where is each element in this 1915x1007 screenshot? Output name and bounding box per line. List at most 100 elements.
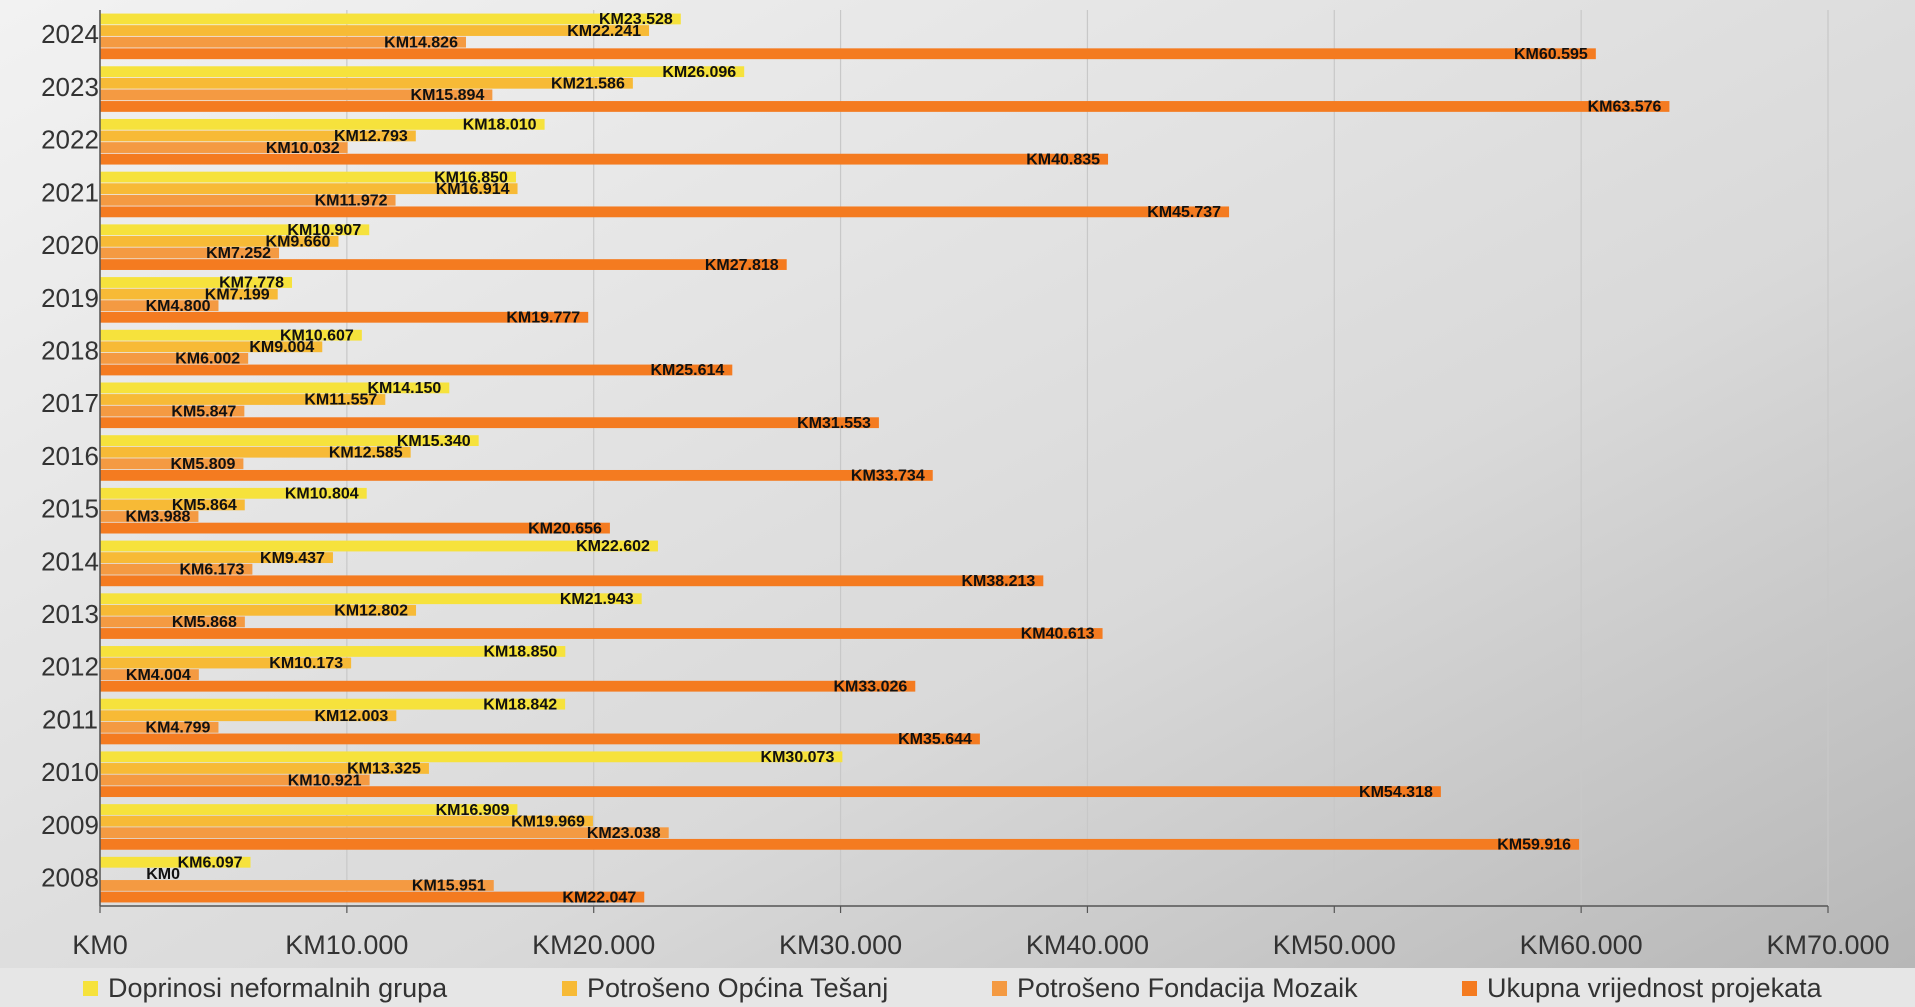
data-label: KM5.847	[171, 403, 236, 420]
data-label: KM18.010	[463, 117, 537, 134]
y-tick-label: 2020	[41, 230, 99, 260]
legend-background	[0, 968, 1915, 1007]
data-label: KM21.586	[551, 75, 625, 92]
data-label: KM7.252	[206, 245, 271, 262]
y-tick-label: 2012	[41, 652, 99, 682]
y-tick-label: 2008	[41, 863, 99, 893]
data-label: KM14.150	[367, 380, 441, 397]
bar	[100, 763, 429, 774]
bar	[100, 89, 493, 101]
y-tick-label: 2013	[41, 599, 99, 629]
bar	[100, 277, 293, 288]
y-tick-label: 2011	[42, 704, 98, 734]
bar	[100, 194, 396, 206]
bar	[100, 628, 1103, 639]
bar	[100, 66, 745, 78]
bar	[100, 101, 1670, 112]
bar	[100, 300, 219, 312]
bar	[100, 774, 370, 786]
bar	[100, 657, 352, 669]
data-label: KM16.850	[434, 169, 508, 186]
data-label: KM23.528	[599, 11, 673, 28]
data-label: KM3.988	[126, 509, 191, 526]
y-tick-label: 2022	[41, 125, 99, 155]
legend-swatch	[1462, 981, 1477, 996]
legend-label: Ukupna vrijednost projekata	[1487, 973, 1823, 1003]
y-tick-label: 2009	[41, 810, 99, 840]
bar	[100, 751, 843, 763]
data-label: KM10.921	[288, 772, 362, 789]
data-label: KM18.850	[483, 644, 557, 661]
bar	[100, 142, 348, 153]
x-tick-label: KM30.000	[779, 930, 902, 960]
data-label: KM12.802	[334, 603, 408, 620]
data-label: KM7.199	[205, 286, 270, 303]
bar	[100, 487, 367, 499]
bar	[100, 522, 610, 534]
bar	[100, 341, 323, 353]
data-label: KM19.969	[511, 813, 585, 830]
data-label: KM9.004	[249, 339, 314, 356]
bar	[100, 171, 516, 183]
x-tick-label: KM20.000	[532, 930, 655, 960]
data-label: KM14.826	[384, 34, 458, 51]
y-tick-label: 2021	[41, 177, 99, 207]
data-label: KM0	[146, 866, 180, 883]
legend-label: Potrošeno Fondacija Mozaik	[1017, 973, 1358, 1003]
bar	[100, 352, 249, 364]
data-label: KM15.894	[411, 87, 485, 104]
data-label: KM21.943	[560, 591, 634, 608]
data-label: KM12.003	[314, 708, 388, 725]
data-label: KM6.002	[175, 351, 240, 368]
y-tick-label: 2023	[41, 72, 99, 102]
data-label: KM9.437	[260, 550, 325, 567]
bar	[100, 733, 980, 745]
bar	[100, 856, 251, 868]
legend-label: Potrošeno Općina Tešanj	[587, 973, 888, 1003]
bar	[100, 575, 1044, 587]
data-label: KM9.660	[266, 234, 331, 251]
data-label: KM40.613	[1021, 626, 1095, 643]
data-label: KM4.004	[126, 667, 191, 684]
bar	[100, 552, 333, 564]
data-label: KM40.835	[1026, 151, 1100, 168]
data-label: KM6.097	[178, 854, 243, 871]
data-label: KM54.318	[1359, 784, 1433, 801]
legend-label: Doprinosi neformalnih grupa	[108, 973, 448, 1003]
data-label: KM10.607	[280, 327, 354, 344]
x-tick-label: KM10.000	[285, 930, 408, 960]
bar	[100, 247, 280, 259]
legend-swatch	[83, 981, 98, 996]
bar	[100, 13, 681, 25]
bar	[100, 458, 244, 470]
y-tick-label: 2010	[41, 757, 99, 787]
x-tick-label: KM0	[72, 930, 128, 960]
bar	[100, 382, 450, 394]
bar	[100, 698, 566, 710]
bar	[100, 130, 416, 142]
y-tick-label: 2018	[41, 335, 99, 365]
bar	[100, 563, 253, 575]
data-label: KM4.800	[146, 298, 211, 315]
data-label: KM4.799	[146, 720, 211, 737]
data-label: KM5.809	[170, 456, 235, 473]
data-label: KM31.553	[797, 415, 871, 432]
bar	[100, 827, 669, 839]
bar	[100, 288, 278, 300]
x-tick-label: KM60.000	[1520, 930, 1643, 960]
data-label: KM10.804	[285, 486, 359, 503]
bar	[100, 616, 245, 628]
bar	[100, 469, 933, 481]
legend-swatch	[562, 981, 577, 996]
data-label: KM23.038	[587, 825, 661, 842]
data-label: KM5.864	[172, 497, 237, 514]
data-label: KM18.842	[483, 696, 557, 713]
data-label: KM10.173	[269, 655, 343, 672]
bar	[100, 786, 1441, 798]
bar	[100, 405, 245, 417]
bar	[100, 804, 518, 815]
bar	[100, 329, 362, 341]
data-label: KM22.602	[576, 538, 650, 555]
